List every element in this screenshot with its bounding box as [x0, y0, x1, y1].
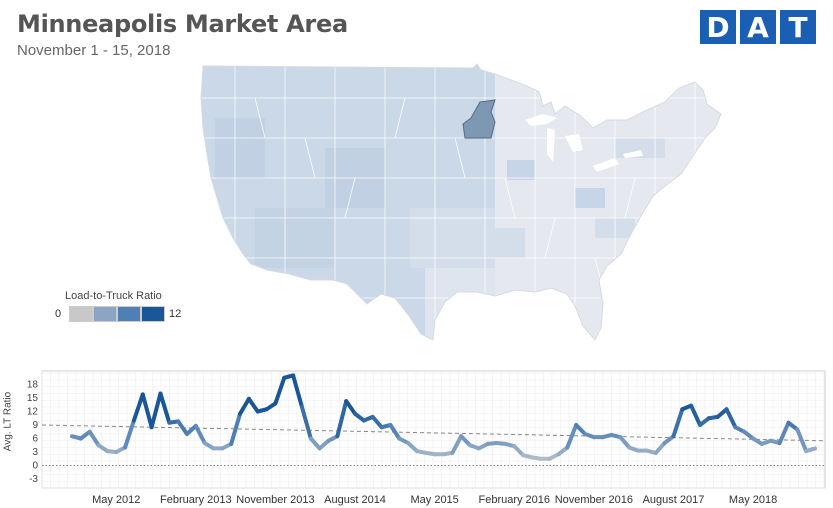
series-line-segment [238, 396, 251, 416]
plot-area [41, 370, 826, 489]
series-line-segment [724, 407, 738, 430]
series-line-segment [149, 391, 163, 430]
series-line-segment [777, 420, 791, 445]
legend-swatch-2 [93, 306, 117, 322]
series-line-segment [131, 392, 145, 423]
legend-swatch-1 [69, 306, 93, 322]
x-tick-label: November 2016 [555, 494, 633, 506]
series-line-segment [308, 436, 322, 451]
series-line-segment [229, 411, 243, 446]
logo-letter-a: A [740, 10, 776, 44]
series-line-segment [388, 423, 402, 441]
series-line-segment [176, 419, 189, 436]
series-line-segment [140, 392, 154, 430]
y-tick-label: 0 [32, 461, 38, 472]
series-line-segment [804, 446, 817, 454]
dat-logo: D A T [700, 10, 816, 44]
legend-swatch-3 [117, 306, 141, 322]
series-line-segment [370, 414, 384, 430]
series-line-segment [299, 405, 313, 441]
x-tick-label: November 2013 [236, 494, 314, 506]
logo-letter-d: D [700, 10, 736, 44]
y-tick-label: 3 [32, 447, 38, 458]
legend-min-label: 0 [55, 308, 62, 320]
legend-title: Load-to-Truck Ratio [65, 290, 162, 302]
x-tick-label: May 2012 [92, 494, 140, 506]
us-market-map [200, 63, 722, 341]
series-line-segment [618, 435, 632, 450]
series-line-segment [574, 423, 588, 436]
series-line-segment [246, 396, 260, 414]
y-tick-label: 15 [27, 393, 39, 404]
series-line-segment [335, 399, 349, 439]
x-tick-label: August 2017 [643, 494, 705, 506]
logo-letter-t: T [780, 10, 816, 44]
series-line-segment [344, 399, 358, 416]
x-tick-label: February 2016 [478, 494, 550, 506]
series-line-segment [291, 373, 304, 409]
series-line-segment [459, 434, 473, 448]
trend-line [41, 424, 826, 442]
legend-max-label: 12 [169, 308, 182, 320]
x-tick-label: February 2013 [160, 494, 232, 506]
series-line-segment [653, 441, 667, 455]
series-line-segment [689, 403, 703, 427]
y-tick-label: 9 [32, 420, 38, 431]
series-line-segment [123, 418, 136, 450]
date-range-subtitle: November 1 - 15, 2018 [17, 42, 171, 59]
lt-ratio-line-chart: -3 0 3 6 9 12 15 18 May 2012 February 2013 Novembe… [27, 370, 826, 506]
legend: Load-to-Truck Ratio 0 12 [55, 290, 182, 322]
y-tick-label: 6 [32, 434, 38, 445]
x-tick-label: May 2018 [729, 494, 777, 506]
series-line-segment [87, 429, 101, 448]
x-tick-label: August 2014 [324, 494, 386, 506]
page-title: Minneapolis Market Area [17, 10, 348, 38]
series-line-segment [450, 434, 464, 455]
y-tick-label: -3 [29, 474, 38, 485]
minneapolis-market-region [462, 99, 496, 139]
x-tick-label: May 2015 [410, 494, 458, 506]
series-line-segment [671, 407, 685, 439]
series-line-segment [158, 391, 172, 425]
series-line-segment [273, 375, 287, 406]
y-tick-label: 18 [27, 380, 39, 391]
series-line-segment [193, 423, 207, 445]
legend-swatch-4 [141, 306, 165, 322]
series-line-segment [512, 444, 526, 458]
series-line-segment [795, 427, 809, 454]
y-tick-label: 12 [27, 407, 39, 418]
series-line-segment [565, 423, 579, 450]
